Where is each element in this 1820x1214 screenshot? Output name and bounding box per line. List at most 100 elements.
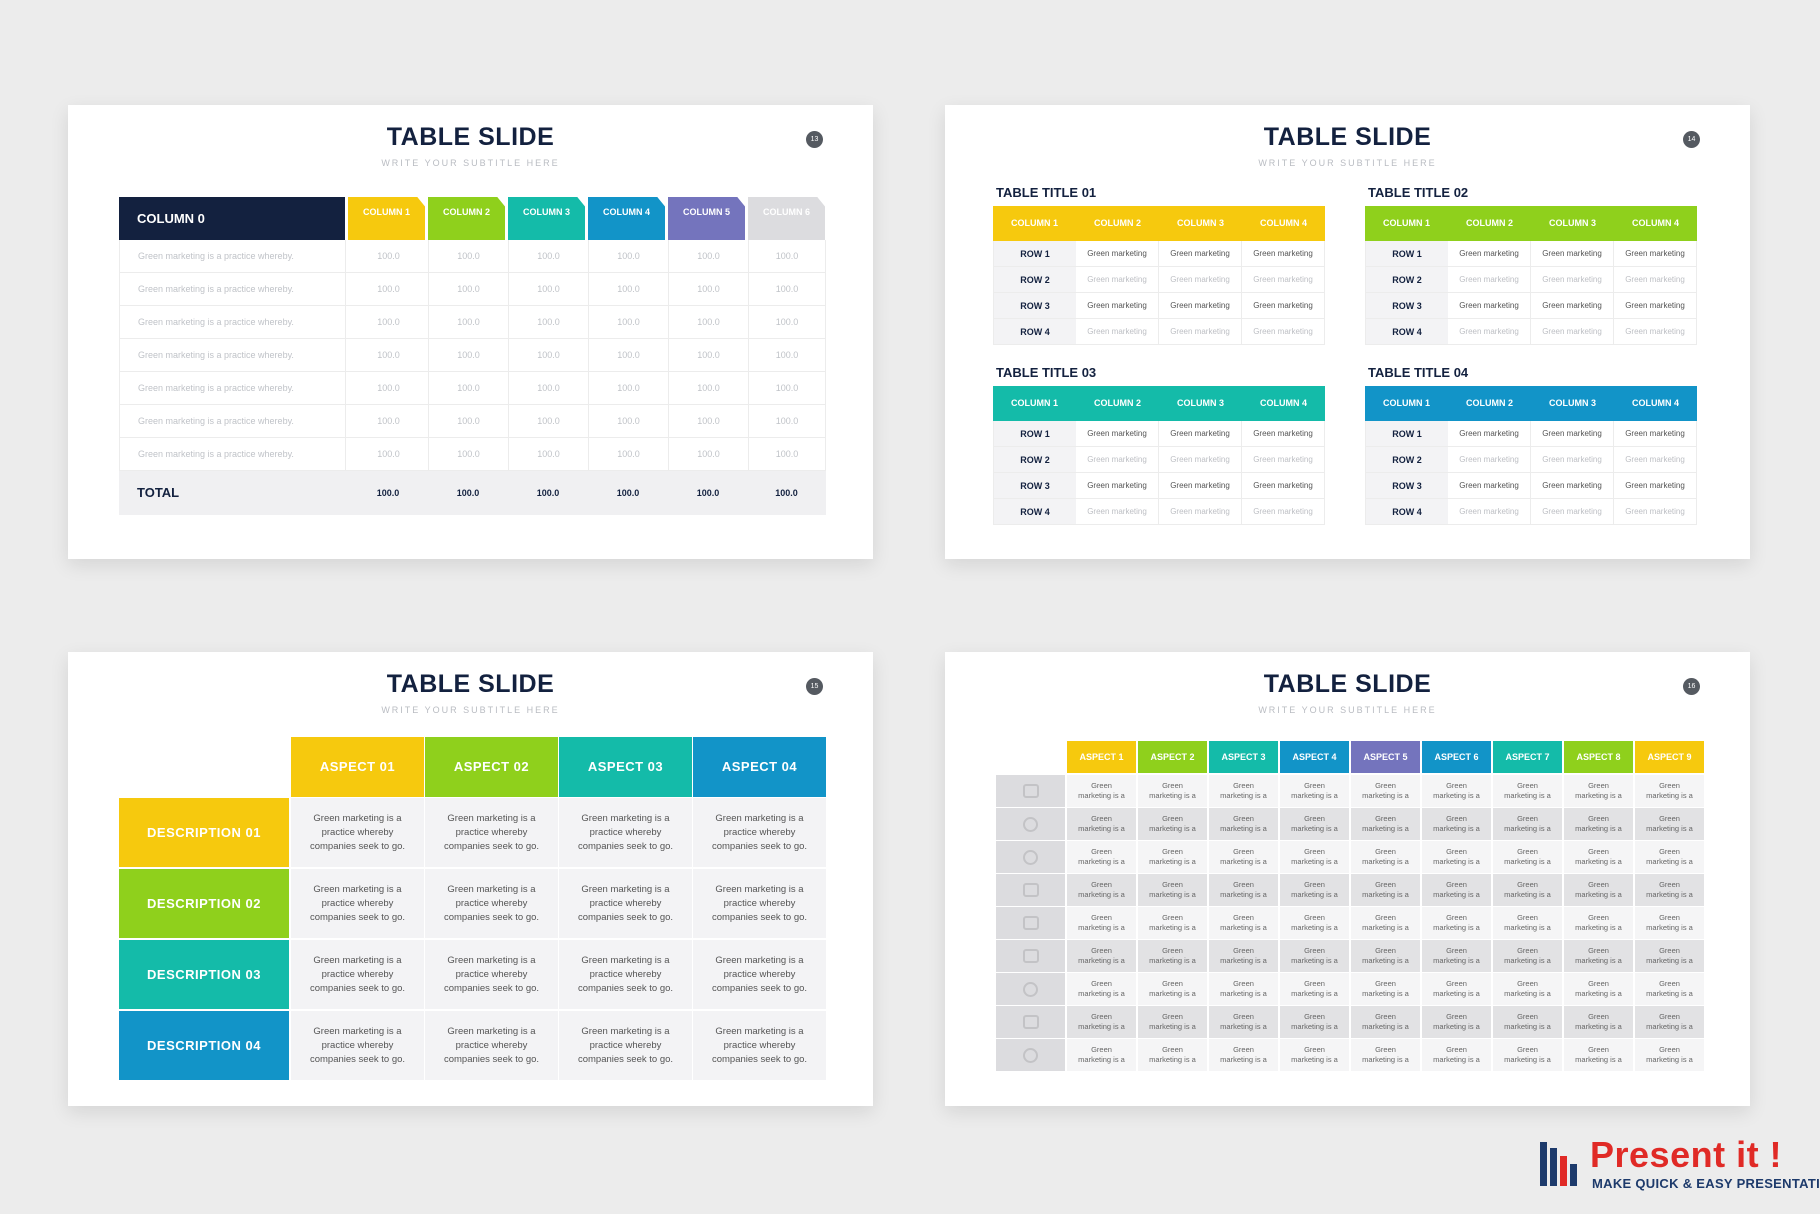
table-cell: Green marketing	[1159, 447, 1242, 472]
table-cell: Green marketing	[1159, 241, 1242, 266]
icon-cell	[996, 874, 1065, 906]
row-label: ROW 1	[1366, 241, 1448, 266]
table-cell: 100.0	[669, 306, 749, 338]
table-cell: Green marketing is a	[1209, 1006, 1278, 1038]
table-cell: Green marketing	[1531, 319, 1614, 344]
table-cell: Green marketing is a	[1209, 907, 1278, 939]
table-cell: Green marketing is a	[1422, 841, 1491, 873]
table-cell: 100.0	[749, 240, 826, 272]
table-cell: Green marketing is a	[1209, 1039, 1278, 1071]
table-row: Green marketing is a practice whereby. 10…	[119, 339, 826, 372]
table-cell: Green marketing is a	[1351, 874, 1420, 906]
table-cell: 100.0	[349, 306, 429, 338]
row-label: ROW 3	[994, 473, 1076, 498]
logo-bar	[1540, 1142, 1547, 1186]
table-cell: Green marketing is a	[1280, 808, 1349, 840]
table-row: ROW 4 Green marketing Green marketing Green…	[1365, 499, 1697, 525]
row-label: ROW 1	[994, 241, 1076, 266]
table-cell: Green marketing is a	[1138, 940, 1207, 972]
mini-table-header: COLUMN 1 COLUMN 2 COLUMN 3 COLUMN 4	[993, 386, 1325, 421]
table-cell: Green marketing	[1242, 473, 1325, 498]
slide-title: TABLE SLIDE	[386, 670, 555, 698]
table-row: ROW 4 Green marketing Green marketing Green…	[1365, 319, 1697, 345]
slide-title: TABLE SLIDE	[1263, 670, 1432, 698]
total-cell: 100.0	[616, 488, 640, 498]
column-header: COLUMN 4	[588, 197, 665, 240]
description-header: DESCRIPTION 03	[119, 940, 289, 1009]
table-cell: Green marketing	[1159, 319, 1242, 344]
table-cell: Green marketing	[1448, 293, 1531, 318]
table-row: ROW 2 Green marketing Green marketing Green…	[993, 447, 1325, 473]
table-row: ROW 1 Green marketing Green marketing Green…	[1365, 421, 1697, 447]
logo-bar	[1570, 1164, 1577, 1186]
table-cell: Green marketing	[1448, 267, 1531, 292]
total-cell: 100.0	[536, 488, 560, 498]
column-header: COLUMN 2	[1466, 218, 1513, 228]
table-cell: Green marketing is a practice whereby co…	[291, 798, 424, 867]
table-cell: 100.0	[669, 339, 749, 371]
table-cell: Green marketing is a	[1493, 907, 1562, 939]
table-cell: Green marketing is a practice whereby co…	[291, 940, 424, 1009]
table-cell: Green marketing is a	[1564, 1039, 1633, 1071]
table-cell: Green marketing is a	[1138, 1039, 1207, 1071]
icon-cell	[996, 973, 1065, 1005]
row-label: ROW 1	[1366, 421, 1448, 446]
mini-table-header: COLUMN 1 COLUMN 2 COLUMN 3 COLUMN 4	[993, 206, 1325, 241]
table-cell: Green marketing is a	[1422, 808, 1491, 840]
table-row: ROW 1 Green marketing Green marketing Green…	[1365, 241, 1697, 267]
table-cell: Green marketing is a	[1564, 775, 1633, 807]
table-cell: Green marketing	[1242, 319, 1325, 344]
column-header: COLUMN 0	[119, 197, 345, 240]
table-cell: Green marketing is a	[1564, 808, 1633, 840]
table-row: ROW 1 Green marketing Green marketing Green…	[993, 421, 1325, 447]
total-cell: TOTAL	[137, 485, 180, 500]
table-cell: Green marketing is a	[1564, 940, 1633, 972]
column-header: COLUMN 4	[1260, 218, 1307, 228]
table-cell: Green marketing	[1242, 447, 1325, 472]
table-cell: 100.0	[589, 372, 669, 404]
row-label: ROW 3	[994, 293, 1076, 318]
table-cell: Green marketing is a	[1138, 1006, 1207, 1038]
table-cell: 100.0	[749, 438, 826, 470]
table-cell: 100.0	[429, 240, 509, 272]
table-cell: Green marketing	[1076, 421, 1159, 446]
page-number-badge: 15	[806, 678, 823, 695]
table-cell: 100.0	[429, 273, 509, 305]
mini-table-header: COLUMN 1 COLUMN 2 COLUMN 3 COLUMN 4	[1365, 206, 1697, 241]
table-row: ROW 4 Green marketing Green marketing Green…	[993, 319, 1325, 345]
table-cell: Green marketing is a practice whereby co…	[425, 1011, 558, 1080]
table-cell: Green marketing is a	[1067, 907, 1136, 939]
table-cell: Green marketing is a practice whereby co…	[291, 1011, 424, 1080]
row-label: ROW 3	[1366, 473, 1448, 498]
column-header: COLUMN 1	[1011, 398, 1058, 408]
table-cell: Green marketing is a	[1493, 808, 1562, 840]
table-cell: Green marketing	[1159, 473, 1242, 498]
table-cell: 100.0	[749, 372, 826, 404]
table-cell: Green marketing is a	[1067, 874, 1136, 906]
mini-table: TABLE TITLE 04 COLUMN 1 COLUMN 2 COLUMN 3 CO…	[1365, 365, 1697, 525]
table-cell: Green marketing	[1076, 499, 1159, 524]
table-cell: Green marketing	[1242, 499, 1325, 524]
column-header: COLUMN 3	[1177, 218, 1224, 228]
table-cell: 100.0	[509, 405, 589, 437]
table-cell: Green marketing	[1448, 241, 1531, 266]
table-cell: Green marketing is a	[1351, 1039, 1420, 1071]
search-icon	[1023, 849, 1038, 865]
table-cell: Green marketing is a	[1493, 973, 1562, 1005]
table-cell: Green marketing is a	[1280, 973, 1349, 1005]
table-cell: Green marketing	[1076, 241, 1159, 266]
aspect-header: ASPECT 01	[291, 737, 424, 797]
column-header: COLUMN 4	[1260, 398, 1307, 408]
column-header: COLUMN 1	[1383, 398, 1430, 408]
table-cell: 100.0	[349, 438, 429, 470]
table-cell: Green marketing is a	[1635, 1006, 1704, 1038]
row-label: ROW 4	[1366, 319, 1448, 344]
table-cell: 100.0	[509, 273, 589, 305]
mini-table-title: TABLE TITLE 04	[1368, 365, 1469, 380]
brand-logo: Present it ! MAKE QUICK & EASY PRESENTAT…	[1540, 1134, 1820, 1194]
table-cell: Green marketing is a	[1280, 1006, 1349, 1038]
aspect-header: ASPECT 9	[1635, 741, 1704, 773]
table-cell: Green marketing is a	[1493, 874, 1562, 906]
table-cell: Green marketing is a practice whereby co…	[425, 940, 558, 1009]
table-cell: Green marketing is a	[1067, 940, 1136, 972]
